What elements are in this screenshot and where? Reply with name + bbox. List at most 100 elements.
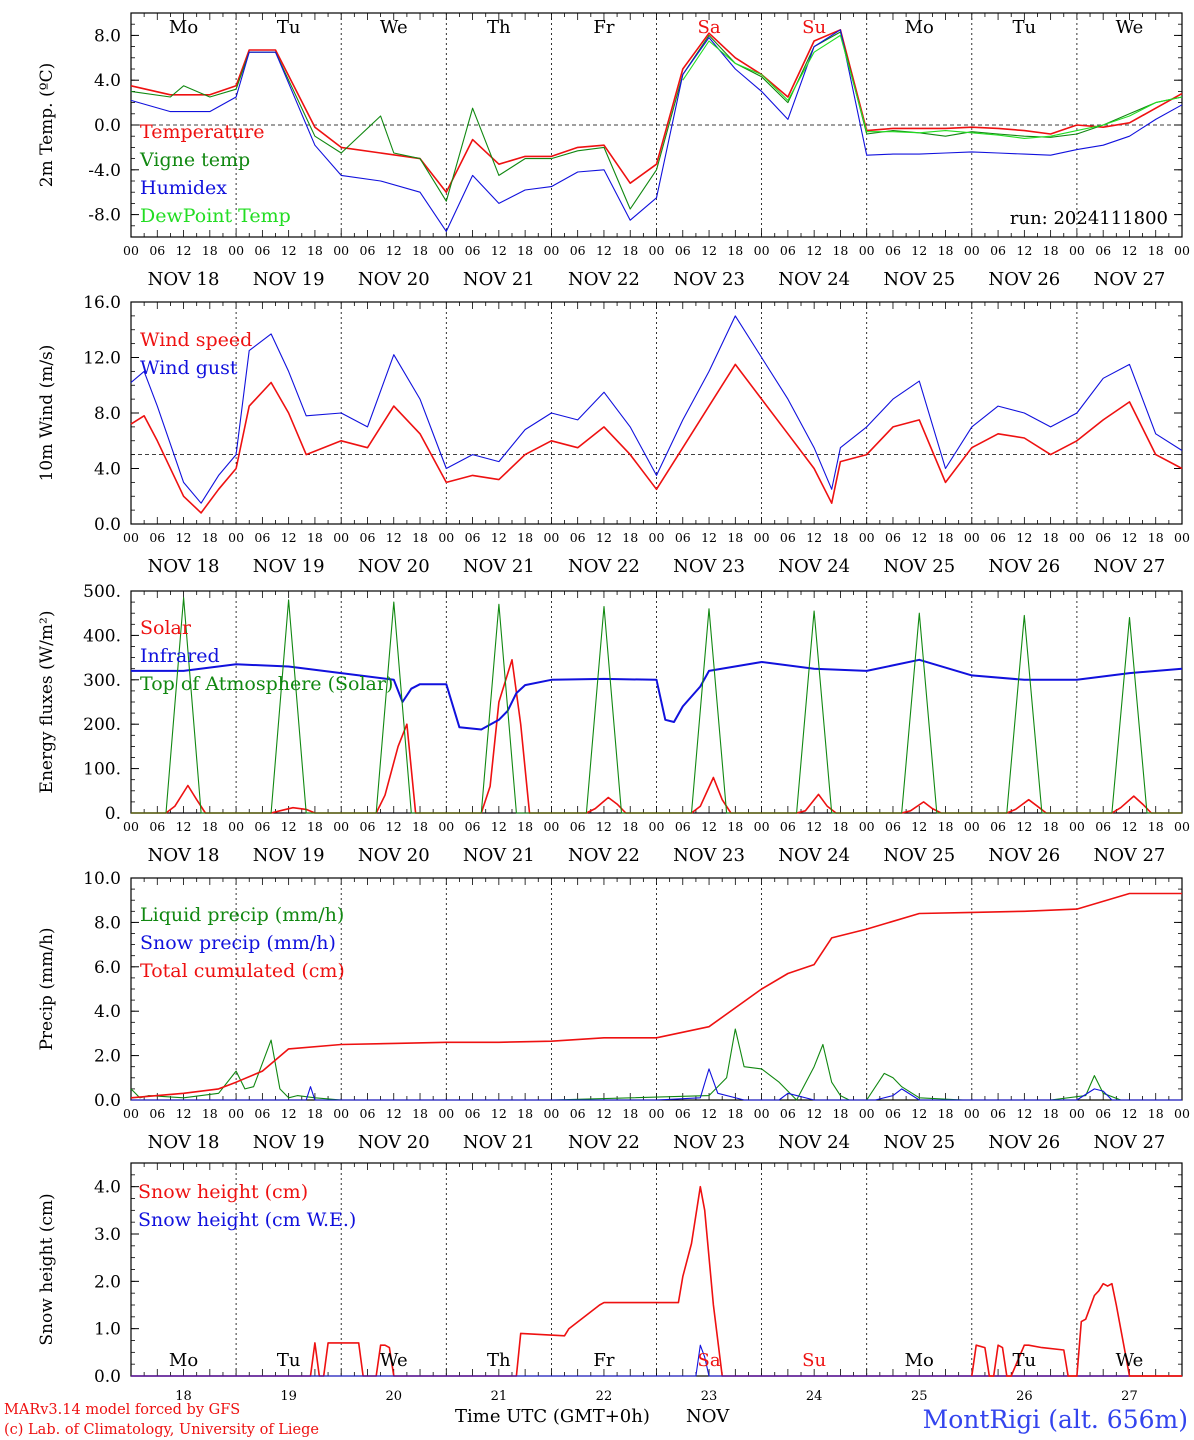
hour-tick-label: 06 <box>570 243 586 258</box>
hour-tick-label: 06 <box>1095 1106 1111 1121</box>
hour-tick-label: 12 <box>596 530 612 545</box>
hour-tick-label: 06 <box>465 530 481 545</box>
hour-tick-label: 18 <box>727 243 743 258</box>
hour-tick-label: 12 <box>1121 819 1137 834</box>
series-line-top-of-atmosphere-solar <box>131 597 1182 814</box>
hour-tick-label: 12 <box>701 819 717 834</box>
weekday-label: Th <box>487 17 511 38</box>
hour-tick-label: 06 <box>780 819 796 834</box>
y-tick-label: 12.0 <box>83 349 121 369</box>
hour-tick-label: 06 <box>254 819 270 834</box>
y-tick-label: 8.0 <box>94 404 121 424</box>
date-label: NOV 23 <box>673 269 745 290</box>
hour-tick-label: 12 <box>386 243 402 258</box>
hour-tick-label: 00 <box>649 243 665 258</box>
hour-tick-label: 12 <box>806 819 822 834</box>
day-number-label: 21 <box>491 1389 508 1404</box>
hour-tick-label: 06 <box>570 819 586 834</box>
date-label: NOV 18 <box>148 845 220 866</box>
y-tick-label: 0.0 <box>94 1091 121 1111</box>
series-line-dewpoint-temp <box>682 34 1183 139</box>
date-label: NOV 27 <box>1094 556 1166 577</box>
y-tick-label: 0.0 <box>94 1367 121 1387</box>
hour-tick-label: 18 <box>727 1106 743 1121</box>
legend-entry: Top of Atmosphere (Solar) <box>140 673 393 695</box>
y-tick-label: 10.0 <box>83 869 121 889</box>
day-number-label: 23 <box>701 1389 718 1404</box>
hour-tick-label: 12 <box>281 243 297 258</box>
hour-tick-label: 00 <box>964 819 980 834</box>
hour-tick-label: 12 <box>386 819 402 834</box>
date-label: NOV 24 <box>778 269 850 290</box>
hour-tick-label: 00 <box>228 530 244 545</box>
date-label: NOV 21 <box>463 556 535 577</box>
date-label: NOV 19 <box>253 556 325 577</box>
y-tick-label: 8.0 <box>94 913 121 933</box>
weekday-label: We <box>1116 17 1144 38</box>
date-label: NOV 24 <box>778 1132 850 1153</box>
date-label: NOV 26 <box>988 556 1060 577</box>
x-axis-label: Time UTC (GMT+0h) <box>455 1406 650 1427</box>
legend-entry: Humidex <box>140 177 227 199</box>
panel-2: 16.0 12.0 8.0 4.0 0.0 10m Wind (m/s) Wind spee… <box>37 293 1190 577</box>
hour-tick-label: 12 <box>806 243 822 258</box>
panel-3: 500. 400. 300. 200. 100. 0. Energy fluxes (W/m… <box>37 582 1190 866</box>
date-label: NOV 20 <box>358 556 430 577</box>
weekday-label: Fr <box>593 17 614 38</box>
hour-tick-label: 06 <box>1095 530 1111 545</box>
date-label: NOV 23 <box>673 845 745 866</box>
hour-tick-label: 06 <box>675 819 691 834</box>
hour-tick-label: 12 <box>911 819 927 834</box>
model-credit: MARv3.14 model forced by GFS <box>4 1402 240 1418</box>
day-number-label: 18 <box>175 1389 192 1404</box>
hour-tick-label: 06 <box>360 530 376 545</box>
date-label: NOV 27 <box>1094 1132 1166 1153</box>
weekday-label: Tu <box>1013 17 1037 38</box>
date-label: NOV 19 <box>253 269 325 290</box>
hour-tick-label: 00 <box>964 1106 980 1121</box>
weekday-label: Tu <box>277 17 301 38</box>
hour-tick-label: 06 <box>675 530 691 545</box>
hour-tick-label: 06 <box>990 243 1006 258</box>
y-tick-label: 100. <box>83 760 121 780</box>
date-label: NOV 21 <box>463 845 535 866</box>
hour-tick-label: 12 <box>386 530 402 545</box>
hour-tick-label: 00 <box>754 243 770 258</box>
hour-tick-label: 18 <box>412 1106 428 1121</box>
day-number-label: 27 <box>1121 1389 1138 1404</box>
hour-tick-label: 18 <box>517 530 533 545</box>
y-tick-label: 2.0 <box>94 1272 121 1292</box>
hour-tick-label: 00 <box>1174 1106 1190 1121</box>
hour-tick-label: 00 <box>859 530 875 545</box>
hour-tick-label: 06 <box>254 1106 270 1121</box>
hour-tick-label: 00 <box>123 1106 139 1121</box>
hour-tick-label: 06 <box>254 243 270 258</box>
hour-tick-label: 18 <box>1148 1106 1164 1121</box>
series-line-snow-height-cm-w-e <box>131 1344 1182 1377</box>
hour-tick-label: 12 <box>806 1106 822 1121</box>
date-label: NOV 25 <box>883 556 955 577</box>
date-label: NOV 26 <box>988 845 1060 866</box>
hour-tick-label: 06 <box>570 1106 586 1121</box>
hour-tick-label: 18 <box>1043 819 1059 834</box>
hour-tick-label: 12 <box>911 530 927 545</box>
hour-tick-label: 00 <box>649 1106 665 1121</box>
hour-tick-label: 12 <box>491 819 507 834</box>
date-label: NOV 18 <box>148 269 220 290</box>
legend-entry: Snow precip (mm/h) <box>140 932 336 954</box>
date-label: NOV 18 <box>148 1132 220 1153</box>
hour-tick-label: 18 <box>727 530 743 545</box>
hour-tick-label: 00 <box>754 530 770 545</box>
hour-tick-label: 00 <box>333 1106 349 1121</box>
hour-tick-label: 18 <box>1043 1106 1059 1121</box>
weekday-label: Sa <box>698 17 721 38</box>
hour-tick-label: 12 <box>701 243 717 258</box>
date-label: NOV 22 <box>568 556 640 577</box>
hour-tick-label: 06 <box>149 530 165 545</box>
date-label: NOV 27 <box>1094 269 1166 290</box>
hour-tick-label: 00 <box>1069 1106 1085 1121</box>
weekday-label: Mo <box>905 17 934 38</box>
station-name: MontRigi (alt. 656m) <box>923 1405 1188 1434</box>
hour-tick-label: 12 <box>596 1106 612 1121</box>
hour-tick-label: 06 <box>885 819 901 834</box>
